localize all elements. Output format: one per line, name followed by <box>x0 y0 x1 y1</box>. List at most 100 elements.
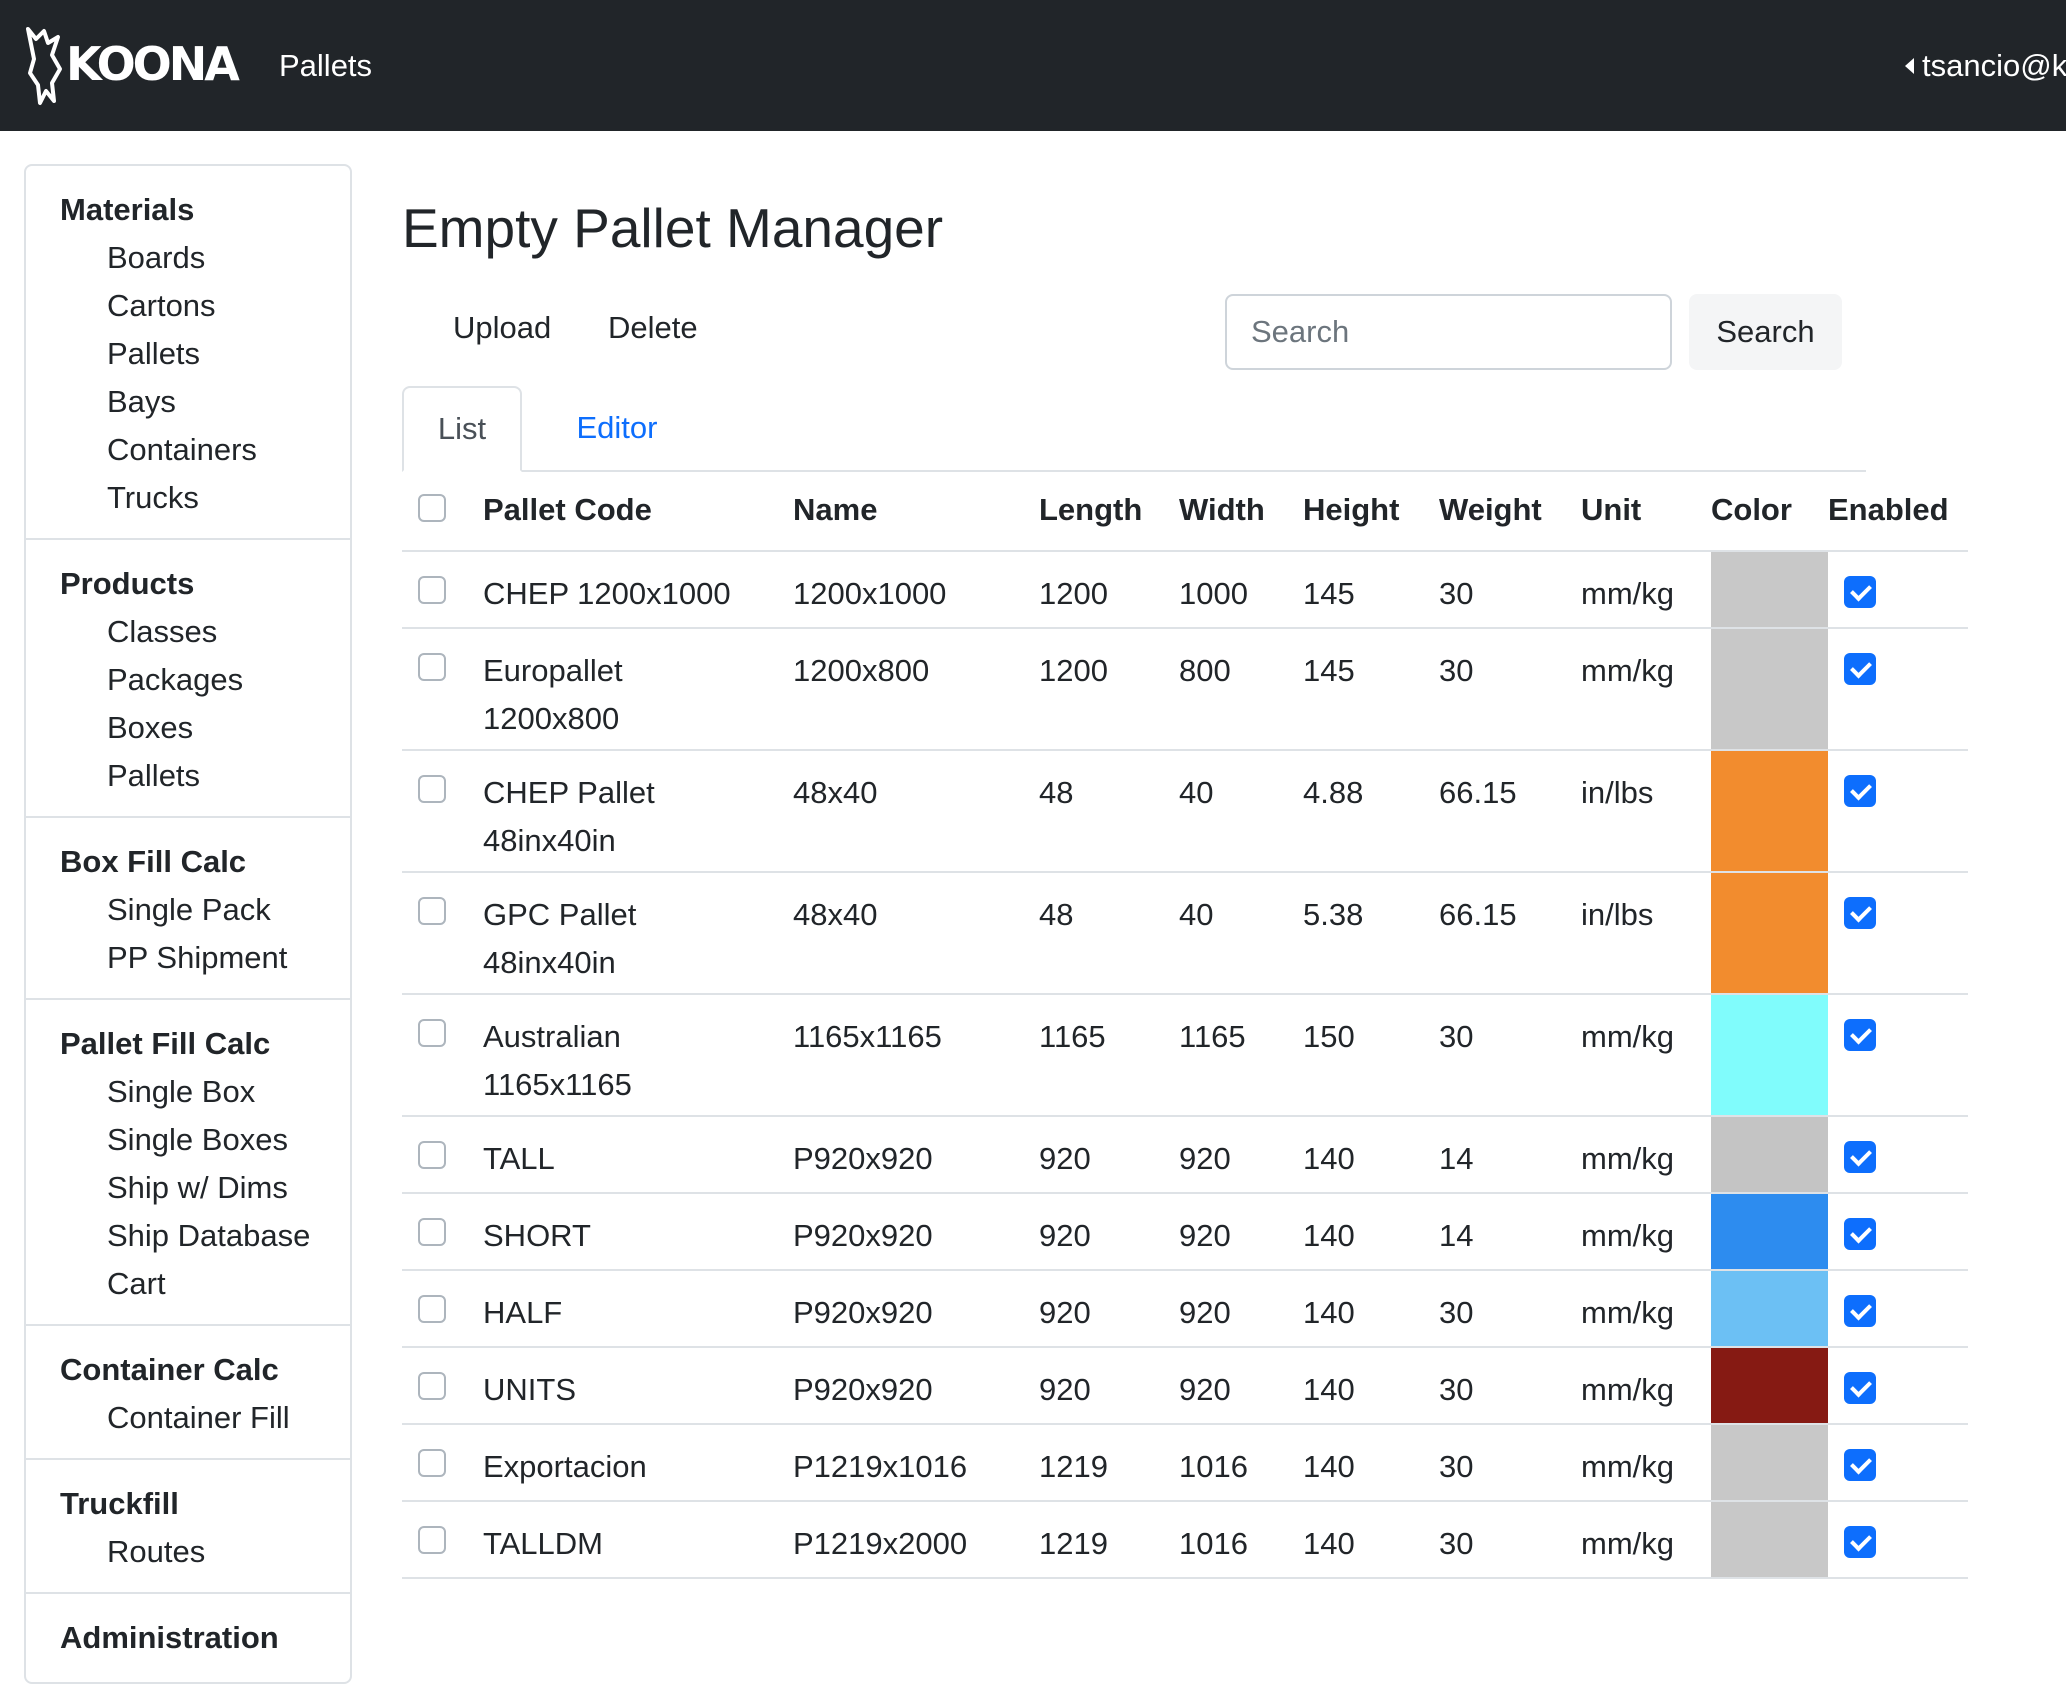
table-row[interactable]: CHEP Pallet 48inx40in 48x40 48 40 4.88 66.15 i… <box>402 750 1968 873</box>
cell-height-text: 145 <box>1303 576 1355 611</box>
delete-button[interactable]: Delete <box>608 310 698 345</box>
sidebar-item[interactable]: Pallets <box>107 758 201 793</box>
koona-logo[interactable]: KOONA <box>22 20 240 108</box>
sidebar-item[interactable]: Routes <box>107 1534 206 1569</box>
cell-enabled <box>1828 1193 1968 1271</box>
enabled-checkbox[interactable] <box>1844 1372 1876 1404</box>
cell-name-text: 1165x1165 <box>793 1019 942 1054</box>
table-row[interactable]: HALF P920x920 920 920 140 30 mm/kg <box>402 1270 1968 1348</box>
cell-name-text: 48x40 <box>793 775 878 810</box>
enabled-checkbox[interactable] <box>1844 1019 1876 1051</box>
sidebar-item[interactable]: Containers <box>107 432 257 467</box>
row-checkbox[interactable] <box>418 1526 446 1554</box>
cell-unit: mm/kg <box>1581 1501 1711 1579</box>
sidebar-item[interactable]: Trucks <box>107 480 199 515</box>
caret-left-icon <box>1905 58 1914 74</box>
cell-code-text: TALLDM <box>483 1526 604 1561</box>
sidebar-item[interactable]: Ship Database <box>107 1218 311 1253</box>
col-header-color[interactable]: Color <box>1711 470 1828 552</box>
search-button[interactable]: Search <box>1689 294 1842 370</box>
cell-weight: 30 <box>1439 1424 1581 1502</box>
col-header-weight[interactable]: Weight <box>1439 470 1581 552</box>
table-row[interactable]: Exportacion P1219x1016 1219 1016 140 30 mm/kg <box>402 1424 1968 1502</box>
row-checkbox[interactable] <box>418 1218 446 1246</box>
row-checkbox[interactable] <box>418 1449 446 1477</box>
search-input[interactable] <box>1225 294 1672 370</box>
sidebar-item[interactable]: Single Pack <box>107 892 271 927</box>
col-header-width[interactable]: Width <box>1179 470 1303 552</box>
cell-length-text: 1200 <box>1039 653 1108 688</box>
enabled-checkbox[interactable] <box>1844 897 1876 929</box>
row-checkbox[interactable] <box>418 576 446 604</box>
sidebar-group-title: Administration <box>60 1620 279 1655</box>
cell-length: 920 <box>1039 1270 1179 1348</box>
cell-name: 48x40 <box>793 750 1039 873</box>
col-header-pallet-code[interactable]: Pallet Code <box>483 470 793 552</box>
enabled-checkbox[interactable] <box>1844 1295 1876 1327</box>
cell-weight-text: 30 <box>1439 1019 1474 1054</box>
col-header-unit[interactable]: Unit <box>1581 470 1711 552</box>
sidebar-item[interactable]: Ship w/ Dims <box>107 1170 288 1205</box>
enabled-checkbox[interactable] <box>1844 576 1876 608</box>
cell-length-text: 1219 <box>1039 1449 1108 1484</box>
cell-color <box>1711 994 1828 1117</box>
cell-weight: 30 <box>1439 551 1581 629</box>
col-header-length[interactable]: Length <box>1039 470 1179 552</box>
table-row[interactable]: GPC Pallet 48inx40in 48x40 48 40 5.38 66.15 in… <box>402 872 1968 995</box>
user-menu[interactable]: tsancio@k <box>1905 48 2066 84</box>
brand-name: KOONA <box>66 37 240 91</box>
cell-name-text: P1219x2000 <box>793 1526 968 1561</box>
cell-name: P920x920 <box>793 1193 1039 1271</box>
table-row[interactable]: UNITS P920x920 920 920 140 30 mm/kg <box>402 1347 1968 1425</box>
tab-list[interactable]: List <box>402 386 522 472</box>
table-row[interactable]: TALLDM P1219x2000 1219 1016 140 30 mm/kg <box>402 1501 1968 1579</box>
col-header-height[interactable]: Height <box>1303 470 1439 552</box>
sidebar-item[interactable]: Boards <box>107 240 206 275</box>
select-all-checkbox[interactable] <box>418 494 446 522</box>
sidebar-item[interactable]: Boxes <box>107 710 194 745</box>
sidebar-item[interactable]: Container Fill <box>107 1400 290 1435</box>
table-row[interactable]: TALL P920x920 920 920 140 14 mm/kg <box>402 1116 1968 1194</box>
row-checkbox[interactable] <box>418 775 446 803</box>
cell-unit: mm/kg <box>1581 1116 1711 1194</box>
table-row[interactable]: Australian 1165x1165 1165x1165 1165 1165 150… <box>402 994 1968 1117</box>
sidebar-item[interactable]: Packages <box>107 662 244 697</box>
row-checkbox[interactable] <box>418 897 446 925</box>
upload-button[interactable]: Upload <box>453 310 552 345</box>
cell-width: 1000 <box>1179 551 1303 629</box>
cell-height: 140 <box>1303 1270 1439 1348</box>
sidebar-item[interactable]: Bays <box>107 384 176 419</box>
enabled-checkbox[interactable] <box>1844 1218 1876 1250</box>
row-checkbox[interactable] <box>418 1141 446 1169</box>
tab-editor[interactable]: Editor <box>576 410 658 445</box>
col-header-enabled[interactable]: Enabled <box>1828 470 1968 552</box>
enabled-checkbox[interactable] <box>1844 1449 1876 1481</box>
cell-unit-text: mm/kg <box>1581 653 1674 688</box>
col-header-name[interactable]: Name <box>793 470 1039 552</box>
cell-name: P920x920 <box>793 1270 1039 1348</box>
nav-pallets-link[interactable]: Pallets <box>279 48 373 83</box>
cell-color <box>1711 1270 1828 1348</box>
sidebar-item[interactable]: Single Box <box>107 1074 256 1109</box>
table-row[interactable]: CHEP 1200x1000 1200x1000 1200 1000 145 30 mm/k… <box>402 551 1968 629</box>
cell-code: TALLDM <box>483 1501 793 1579</box>
enabled-checkbox[interactable] <box>1844 1141 1876 1173</box>
sidebar-item[interactable]: Classes <box>107 614 218 649</box>
cell-height: 140 <box>1303 1501 1439 1579</box>
row-checkbox[interactable] <box>418 653 446 681</box>
sidebar-item[interactable]: Single Boxes <box>107 1122 288 1157</box>
cell-code-text: Europallet 1200x800 <box>483 653 623 736</box>
row-checkbox[interactable] <box>418 1372 446 1400</box>
sidebar-item[interactable]: Pallets <box>107 336 201 371</box>
sidebar-item[interactable]: Cartons <box>107 288 216 323</box>
row-checkbox[interactable] <box>418 1019 446 1047</box>
cell-unit: in/lbs <box>1581 750 1711 873</box>
sidebar-item[interactable]: PP Shipment <box>107 940 288 975</box>
row-checkbox[interactable] <box>418 1295 446 1323</box>
enabled-checkbox[interactable] <box>1844 653 1876 685</box>
enabled-checkbox[interactable] <box>1844 775 1876 807</box>
table-row[interactable]: SHORT P920x920 920 920 140 14 mm/kg <box>402 1193 1968 1271</box>
enabled-checkbox[interactable] <box>1844 1526 1876 1558</box>
table-row[interactable]: Europallet 1200x800 1200x800 1200 800 145 30 m… <box>402 628 1968 751</box>
sidebar-item[interactable]: Cart <box>107 1266 166 1301</box>
